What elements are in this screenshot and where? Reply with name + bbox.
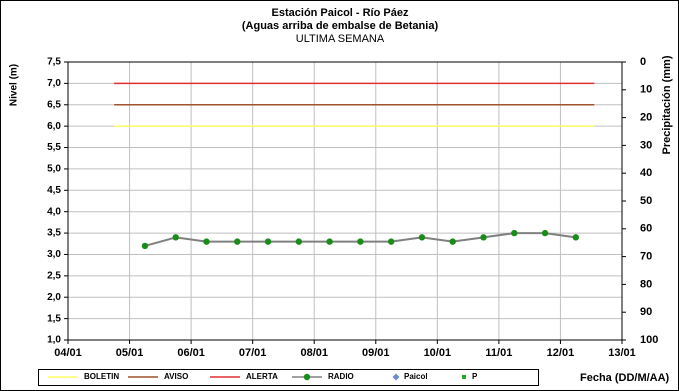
data-point: [387, 238, 395, 245]
x-tick-label: 09/01: [362, 347, 390, 359]
chart-title: Estación Paicol - Río Páez: [272, 7, 409, 19]
x-tick-label: 10/01: [424, 347, 452, 359]
chart-subtitle: (Aguas arriba de embalse de Betania): [242, 20, 439, 32]
y2-tick-label: 30: [640, 139, 652, 151]
y2-tick-label: 10: [640, 84, 652, 96]
y-tick-label: 6,5: [47, 99, 61, 110]
y2-tick-label: 40: [640, 167, 652, 179]
data-point: [541, 229, 549, 237]
x-tick-label: 13/01: [608, 347, 636, 359]
x-tick-label: 11/01: [485, 347, 512, 359]
y-tick-label: 4,0: [47, 206, 61, 217]
y-tick-label: 5,5: [47, 142, 61, 153]
y2-tick-label: 50: [640, 195, 652, 207]
legend-marker: [462, 375, 466, 379]
y2-tick-label: 80: [640, 278, 652, 290]
legend-label: RADIO: [328, 372, 354, 381]
y2-tick-label: 70: [640, 251, 652, 263]
y-tick-label: 1,5: [47, 313, 61, 324]
y-tick-label: 1,0: [47, 335, 61, 346]
data-point: [357, 238, 364, 245]
data-point: [295, 238, 303, 245]
y-tick-label: 6,0: [47, 121, 61, 132]
y-tick-label: 3,0: [47, 249, 61, 260]
y2-tick-label: 20: [640, 112, 652, 124]
y-axis-label: Nivel (m): [9, 64, 20, 106]
x-tick-label: 06/01: [177, 347, 205, 359]
y2-tick-label: 0: [640, 56, 646, 68]
data-point: [449, 238, 456, 245]
y-tick-label: 7,5: [47, 57, 61, 68]
legend-marker: [303, 373, 311, 381]
y-tick-label: 3,5: [47, 228, 61, 239]
y-tick-label: 2,5: [47, 270, 61, 281]
x-tick-label: 12/01: [547, 347, 575, 359]
x-tick-label: 07/01: [239, 347, 267, 359]
y2-tick-label: 90: [640, 306, 652, 318]
x-tick-label: 08/01: [300, 347, 328, 359]
data-point: [511, 229, 518, 237]
x-axis-label: Fecha (DD/M/AA): [580, 372, 670, 384]
data-point: [572, 234, 580, 241]
data-point: [141, 242, 149, 250]
legend-label: AVISO: [164, 372, 188, 381]
data-point: [480, 234, 487, 241]
plot-area: [68, 62, 622, 340]
x-tick-label: 05/01: [116, 347, 144, 359]
legend-label: P: [472, 372, 478, 381]
data-point: [418, 234, 426, 241]
legend-label: BOLETIN: [84, 372, 119, 381]
y-tick-label: 2,0: [47, 292, 61, 303]
legend-marker: [392, 373, 400, 381]
data-point: [326, 238, 333, 245]
y-tick-label: 4,5: [47, 185, 61, 196]
legend-label: Paicol: [404, 372, 428, 381]
y-tick-label: 7,0: [47, 78, 61, 89]
y2-tick-label: 60: [640, 223, 652, 235]
data-point: [172, 234, 179, 241]
data-point: [203, 238, 210, 245]
legend: [38, 369, 539, 386]
legend-label: ALERTA: [246, 372, 278, 381]
data-point: [264, 238, 272, 245]
y2-axis-label: Precipitación (mm): [661, 55, 673, 154]
y2-tick-label: 100: [640, 334, 658, 346]
data-point: [234, 238, 241, 245]
plot-border: [67, 61, 623, 341]
y-tick-label: 5,0: [47, 164, 61, 175]
chart-subtitle: ULTIMA SEMANA: [296, 33, 385, 45]
x-tick-label: 04/01: [54, 347, 82, 359]
